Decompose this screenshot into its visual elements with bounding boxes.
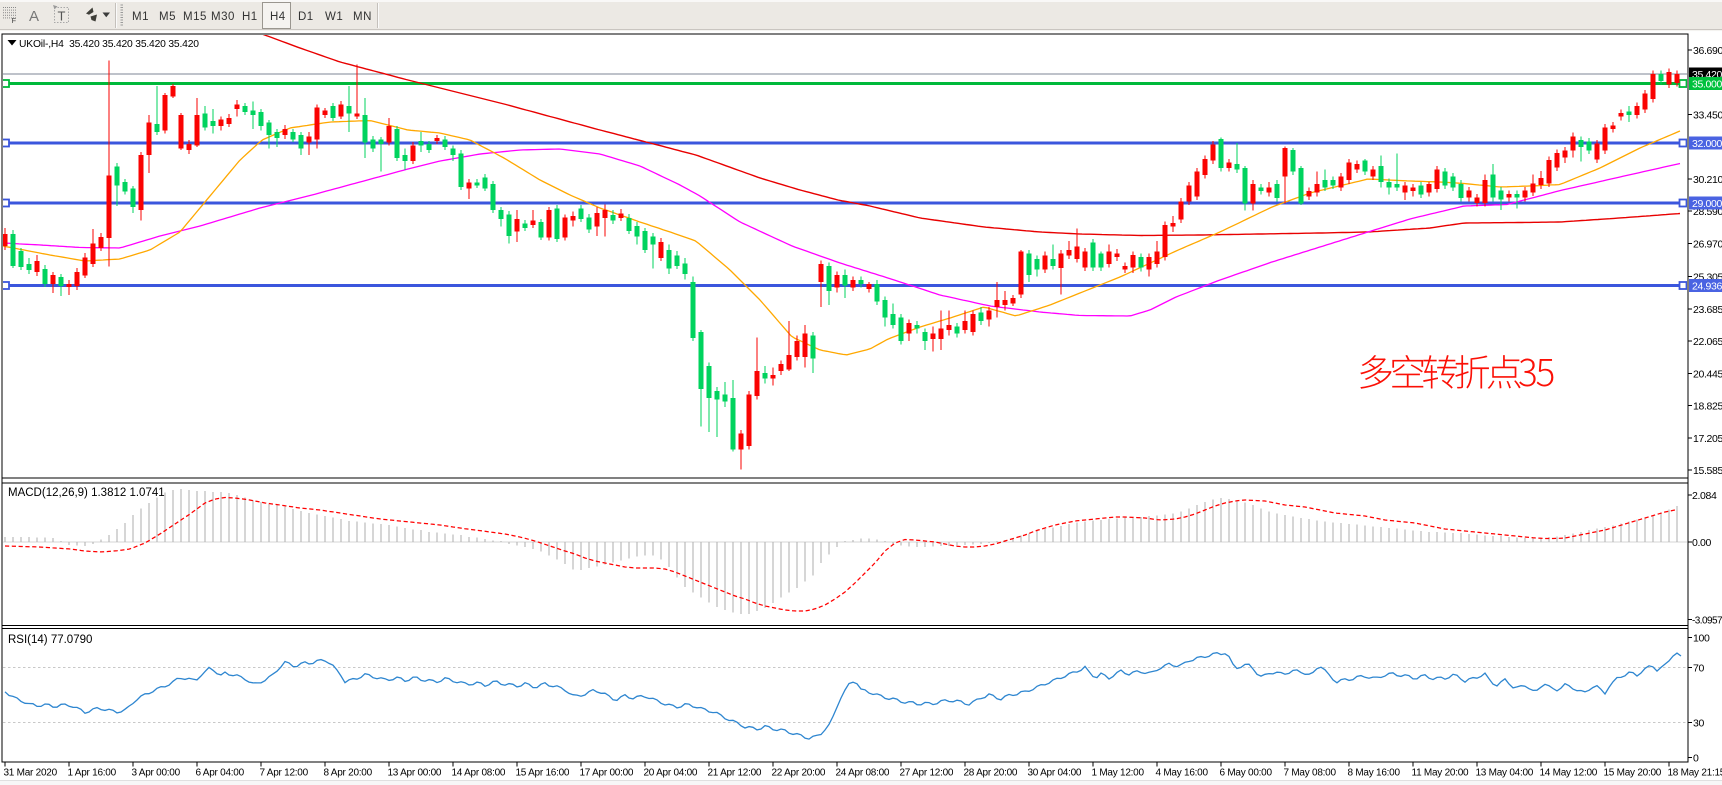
svg-text:13 Apr 00:00: 13 Apr 00:00 xyxy=(388,768,442,779)
svg-text:1 May 12:00: 1 May 12:00 xyxy=(1092,768,1145,779)
svg-text:22 Apr 20:00: 22 Apr 20:00 xyxy=(772,768,826,779)
svg-text:8 Apr 20:00: 8 Apr 20:00 xyxy=(324,768,373,779)
svg-text:13 May 04:00: 13 May 04:00 xyxy=(1476,768,1534,779)
svg-text:7 Apr 12:00: 7 Apr 12:00 xyxy=(260,768,309,779)
svg-text:28 Apr 20:00: 28 Apr 20:00 xyxy=(964,768,1018,779)
svg-text:14 May 12:00: 14 May 12:00 xyxy=(1540,768,1598,779)
svg-text:26.970: 26.970 xyxy=(1693,238,1722,250)
svg-text:32.000: 32.000 xyxy=(1692,138,1722,150)
svg-text:-3.0957: -3.0957 xyxy=(1692,616,1722,627)
svg-text:23.685: 23.685 xyxy=(1693,304,1722,316)
svg-text:M1: M1 xyxy=(132,11,149,23)
svg-text:11 May 20:00: 11 May 20:00 xyxy=(1412,768,1470,779)
svg-text:31 Mar 2020: 31 Mar 2020 xyxy=(4,768,58,779)
svg-text:A: A xyxy=(29,8,39,25)
svg-text:20.445: 20.445 xyxy=(1693,368,1722,380)
svg-text:29.000: 29.000 xyxy=(1692,198,1722,210)
svg-text:2.084: 2.084 xyxy=(1692,490,1717,502)
svg-text:24 Apr 08:00: 24 Apr 08:00 xyxy=(836,768,890,779)
svg-text:3 Apr 00:00: 3 Apr 00:00 xyxy=(132,768,181,779)
svg-text:30.210: 30.210 xyxy=(1693,174,1722,186)
svg-text:RSI(14) 77.0790: RSI(14) 77.0790 xyxy=(8,634,92,646)
svg-text:30 Apr 04:00: 30 Apr 04:00 xyxy=(1028,768,1082,779)
svg-text:14 Apr 08:00: 14 Apr 08:00 xyxy=(452,768,506,779)
svg-text:100: 100 xyxy=(1693,633,1710,645)
svg-text:F: F xyxy=(12,16,17,25)
svg-text:35.000: 35.000 xyxy=(1692,79,1722,91)
svg-text:1 Apr 16:00: 1 Apr 16:00 xyxy=(68,768,117,779)
svg-text:W1: W1 xyxy=(325,11,343,23)
svg-text:33.450: 33.450 xyxy=(1693,109,1722,121)
svg-text:36.690: 36.690 xyxy=(1693,45,1722,57)
svg-text:17 Apr 00:00: 17 Apr 00:00 xyxy=(580,768,634,779)
svg-text:6 Apr 04:00: 6 Apr 04:00 xyxy=(196,768,245,779)
svg-text:0: 0 xyxy=(1693,753,1699,765)
svg-text:30: 30 xyxy=(1693,718,1704,730)
svg-text:15.585: 15.585 xyxy=(1693,465,1722,477)
svg-text:7 May 08:00: 7 May 08:00 xyxy=(1284,768,1337,779)
svg-text:0.00: 0.00 xyxy=(1692,537,1712,549)
svg-text:18 May 21:15: 18 May 21:15 xyxy=(1668,768,1722,779)
svg-text:M30: M30 xyxy=(211,11,235,23)
svg-text:H4: H4 xyxy=(270,11,286,23)
svg-text:UKOil-,H4 35.420 35.420 35.42: UKOil-,H4 35.420 35.420 35.420 35.420 xyxy=(19,39,199,50)
svg-text:6 May 00:00: 6 May 00:00 xyxy=(1220,768,1273,779)
svg-text:D1: D1 xyxy=(298,11,314,23)
svg-text:M5: M5 xyxy=(159,11,176,23)
svg-text:MN: MN xyxy=(353,11,372,23)
svg-text:18.825: 18.825 xyxy=(1693,401,1722,413)
svg-text:17.205: 17.205 xyxy=(1693,433,1722,445)
svg-text:21 Apr 12:00: 21 Apr 12:00 xyxy=(708,768,762,779)
svg-text:24.936: 24.936 xyxy=(1692,281,1722,293)
svg-text:M15: M15 xyxy=(183,11,207,23)
svg-text:T: T xyxy=(58,9,66,24)
svg-text:20 Apr 04:00: 20 Apr 04:00 xyxy=(644,768,698,779)
svg-text:8 May 16:00: 8 May 16:00 xyxy=(1348,768,1401,779)
svg-text:MACD(12,26,9) 1.3812 1.0741: MACD(12,26,9) 1.3812 1.0741 xyxy=(8,487,165,499)
svg-text:27 Apr 12:00: 27 Apr 12:00 xyxy=(900,768,954,779)
svg-text:15 Apr 16:00: 15 Apr 16:00 xyxy=(516,768,570,779)
svg-text:22.065: 22.065 xyxy=(1693,336,1722,348)
svg-text:70: 70 xyxy=(1693,663,1704,675)
svg-text:15 May 20:00: 15 May 20:00 xyxy=(1604,768,1662,779)
svg-text:H1: H1 xyxy=(242,11,258,23)
svg-text:4 May 16:00: 4 May 16:00 xyxy=(1156,768,1209,779)
